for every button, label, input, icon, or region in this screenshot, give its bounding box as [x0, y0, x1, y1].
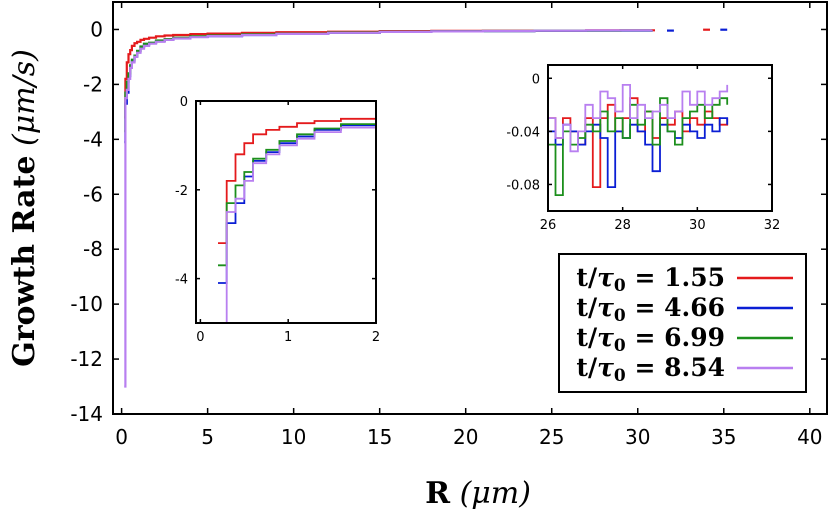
main-y-tick-label: -8: [83, 237, 103, 261]
main-y-tick-label: -10: [70, 292, 103, 316]
main-x-tick-label: 25: [539, 425, 564, 449]
inset-right-x-tick-label: 28: [614, 218, 631, 233]
main-x-tick-label: 0: [115, 425, 128, 449]
y-axis-title: Growth Rate (μm/s): [7, 49, 42, 367]
legend-label-2: t/τ0 = 4.66: [576, 293, 725, 326]
inset-right-y-tick-label: -0.08: [506, 178, 540, 193]
main-x-tick-label: 20: [453, 425, 478, 449]
main-y-tick-label: 0: [90, 17, 103, 41]
inset-left-series-line-3: [218, 117, 376, 267]
main-y-tick-label: -12: [70, 347, 103, 371]
main-x-tick-label: 30: [625, 425, 650, 449]
main-x-tick-label: 40: [797, 425, 822, 449]
inset-left-series-group: [218, 116, 376, 323]
legend: t/τ0 = 1.55t/τ0 = 4.66t/τ0 = 6.99t/τ0 = …: [558, 253, 807, 393]
main-x-tick-label: 5: [201, 425, 214, 449]
inset-right-frame: [547, 64, 773, 212]
inset-right-y-tick-label: -0.04: [506, 125, 540, 140]
main-plot-frame: [112, 1, 828, 415]
main-y-tick-label: -6: [83, 182, 103, 206]
inset-left-x-tick-label: 0: [196, 330, 204, 345]
main-ticks-group: 0 5 10 15 20 25 30 35 400-2-4-6-8-10-12-14: [70, 2, 827, 449]
inset-right-x-tick-label: 26: [540, 218, 557, 233]
legend-label-3: t/τ0 = 6.99: [576, 323, 725, 356]
main-x-tick-label: 10: [281, 425, 306, 449]
inset-right-x-tick-label: 30: [689, 218, 706, 233]
inset-right-plot: 26 28 30 32 0 -0.04 -0.08: [506, 64, 780, 233]
main-x-tick-label: 15: [367, 425, 392, 449]
main-series-group: [124, 28, 728, 388]
inset-left-x-tick-label: 2: [372, 330, 380, 345]
inset-left-series-line-1: [218, 116, 376, 244]
inset-left-y-tick-label: -2: [175, 184, 188, 199]
inset-right-series-line-4: [548, 84, 729, 153]
inset-left-frame: [195, 100, 377, 324]
inset-left-x-tick-label: 1: [284, 330, 292, 345]
main-y-tick-label: -4: [83, 127, 103, 151]
inset-left-series-line-4: [218, 121, 376, 323]
inset-left-y-tick-label: 0: [180, 95, 188, 110]
legend-label-4: t/τ0 = 8.54: [576, 353, 725, 386]
inset-right-y-tick-label: 0: [532, 72, 540, 87]
main-series-line-4: [124, 29, 653, 388]
inset-left-background: [196, 101, 376, 323]
x-axis-title: R (μm): [425, 476, 531, 511]
main-x-tick-label: 35: [711, 425, 736, 449]
inset-left-y-tick-label: -4: [175, 273, 188, 288]
legend-label-1: t/τ0 = 1.55: [576, 263, 725, 296]
inset-right-ticks-group: 26 28 30 32 0 -0.04 -0.08: [506, 65, 780, 233]
inset-right-x-tick-label: 32: [764, 218, 781, 233]
main-y-tick-label: -2: [83, 72, 103, 96]
main-y-tick-label: -14: [70, 402, 103, 426]
inset-left-ticks-group: 0 1 2 0 -2 -4: [175, 95, 380, 345]
inset-left-plot: 0 1 2 0 -2 -4: [175, 95, 380, 345]
inset-right-series-group: [548, 84, 729, 196]
